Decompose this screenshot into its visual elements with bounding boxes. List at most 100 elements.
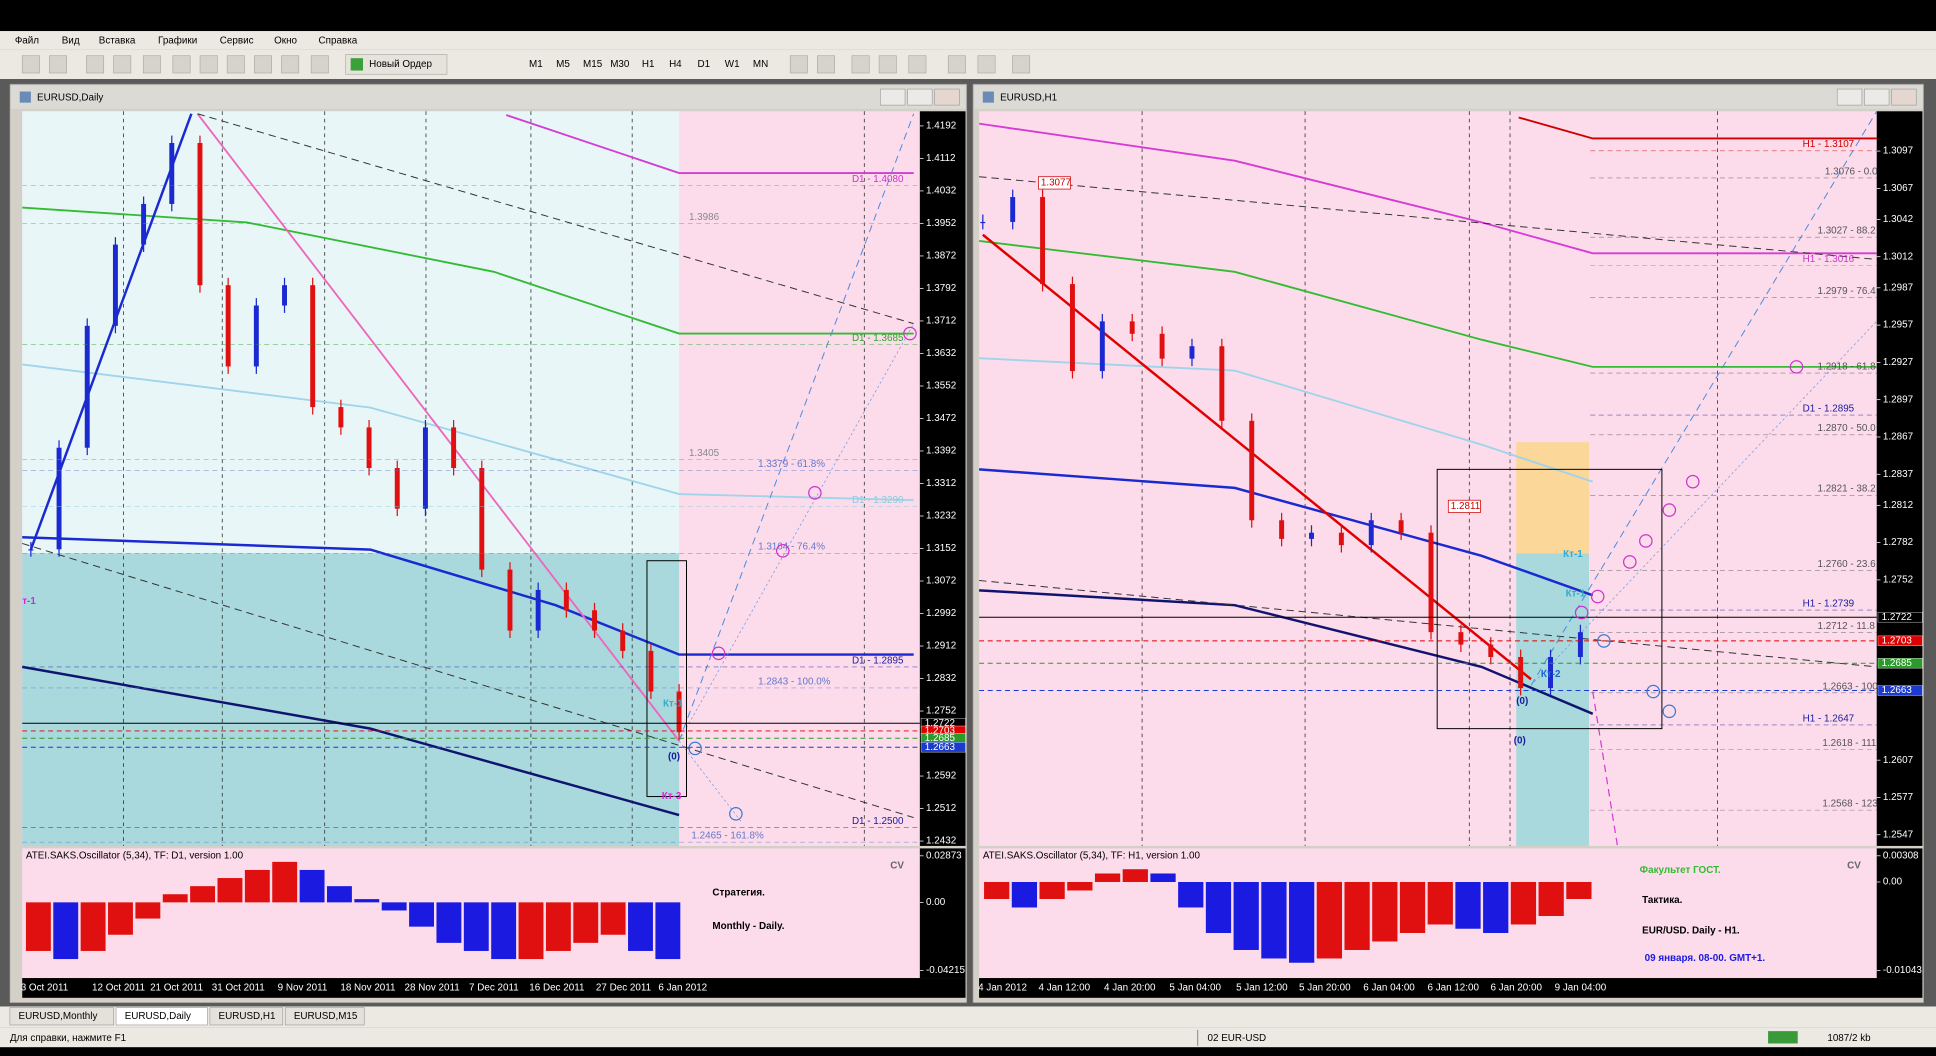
timeframe-button[interactable]: M1 [529,59,543,70]
timeframe-button[interactable]: MN [753,59,768,70]
zone-teal [1516,553,1590,846]
oscillator-bar [1316,881,1343,959]
target-circle [1662,704,1677,719]
tool-button[interactable] [977,55,996,74]
oscillator-bar [1150,873,1176,882]
x-tick-label: 5 Jan 20:00 [1299,983,1351,994]
level-label: 1.3986 [689,212,720,223]
x-tick-label: 6 Jan 2012 [658,983,707,994]
window-button[interactable] [1864,88,1890,106]
oscillator-bar [53,902,79,960]
menu-item[interactable]: Окно [274,36,297,47]
oscillator-bar [409,902,434,927]
tool-button[interactable] [817,55,835,74]
x-tick-label: 21 Oct 2011 [150,983,203,994]
window-button[interactable] [1836,88,1863,106]
oscillator-bar [1427,881,1453,925]
annotation: 1.3077 [1041,178,1071,189]
indicator-line [979,240,1877,368]
status-profile: 02 EUR-USD [1208,1033,1267,1044]
tool-button[interactable] [86,55,105,74]
price-label: 1.2685 [1882,658,1913,669]
tool-button[interactable] [226,55,245,74]
oscillator-bar [573,902,599,943]
tool-button[interactable] [1012,55,1031,74]
timeframe-button[interactable]: M5 [556,59,570,70]
candle-body [1368,520,1374,546]
y-tick-label: 1.3872 [926,251,956,262]
x-tick-label: 27 Dec 2011 [596,983,651,994]
window-button[interactable] [907,88,933,106]
tool-button[interactable] [199,55,218,74]
menu-item[interactable]: Справка [319,36,358,47]
oscillator-bar [1372,881,1398,942]
level-label: H1 - 1.3107 [1803,139,1855,150]
menu-item[interactable]: Файл [15,36,39,47]
candle-body [1309,532,1314,539]
y-tick-label: 1.2547 [1883,829,1913,840]
close-button[interactable] [934,88,960,106]
menu-item[interactable]: Вид [62,36,80,47]
close-button[interactable] [1891,88,1917,106]
oscillator-bar [1399,881,1426,933]
y-tick-label: 0.00 [1883,877,1903,888]
tool-button[interactable] [947,55,966,74]
x-tick-label: 7 Dec 2011 [469,983,519,994]
tool-button[interactable] [789,55,808,74]
chart-tab[interactable] [284,1007,365,1026]
tool-button[interactable] [142,55,161,74]
level-label: 1.2465 - 161.8% [691,831,764,842]
menu-bar [0,31,1936,50]
tool-button[interactable] [49,55,67,74]
tool-button[interactable] [851,55,870,74]
tool-button[interactable] [21,55,40,74]
chart-tab[interactable] [9,1007,114,1026]
target-circle [1685,474,1700,489]
level-label: 1.2821 - 38.2 [1817,484,1875,495]
candle-body [980,221,986,224]
oscillator-bar [1067,881,1093,891]
oscillator-bar [1566,881,1592,899]
x-tick-label: 12 Oct 2011 [92,983,145,994]
timeframe-button[interactable]: D1 [697,59,710,70]
candle-body [169,142,175,204]
tool-button[interactable] [310,55,329,74]
target-circle [1597,634,1611,648]
level-label: 1.2663 - 100 [1822,681,1878,692]
menu-item[interactable]: Вставка [99,36,136,47]
target-circle [1590,589,1605,604]
candle-body [56,447,62,550]
candle-body [338,407,344,428]
indicator-line [979,176,1877,260]
candle-body [1129,321,1135,334]
chart-tab[interactable] [115,1007,208,1026]
oscillator-bar [600,902,626,935]
new-order-button[interactable] [345,54,448,75]
menu-item[interactable]: Графики [158,36,197,47]
tool-button[interactable] [113,55,132,74]
tool-button[interactable] [908,55,927,74]
timeframe-button[interactable]: H1 [642,59,655,70]
window-button[interactable] [880,88,906,106]
menu-item[interactable]: Сервис [220,36,254,47]
annotation: Кт-1 [1566,589,1586,600]
oscillator-axis [919,848,966,979]
tool-button[interactable] [172,55,191,74]
x-tick-label: 3 Oct 2011 [21,983,69,994]
x-tick-label: 5 Jan 04:00 [1169,983,1221,994]
y-tick-label: 1.3232 [926,511,956,522]
timeframe-button[interactable]: M30 [610,59,630,70]
timeframe-button[interactable]: W1 [725,59,740,70]
indicator-line [979,579,1877,668]
tool-button[interactable] [878,55,897,74]
tool-button[interactable] [281,55,300,74]
target-circle [729,807,743,821]
oscillator-bar [135,902,161,919]
timeframe-button[interactable]: M15 [583,59,603,70]
tool-button[interactable] [254,55,272,74]
oscillator-bar [1538,881,1564,916]
y-tick-label: 1.2912 [926,641,956,652]
candle-body [1219,346,1225,421]
timeframe-button[interactable]: H4 [669,59,682,70]
chart-tab[interactable] [209,1007,284,1026]
